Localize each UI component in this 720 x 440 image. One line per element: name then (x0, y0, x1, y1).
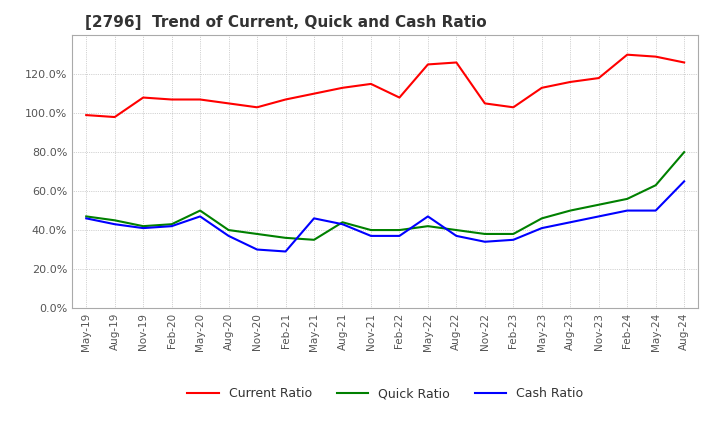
Current Ratio (366, 81, 375, 87)
Current Ratio (196, 97, 204, 102)
Current Ratio (282, 97, 290, 102)
Cash Ratio (196, 214, 204, 219)
Quick Ratio (537, 216, 546, 221)
Quick Ratio (82, 214, 91, 219)
Current Ratio (253, 105, 261, 110)
Cash Ratio (110, 222, 119, 227)
Current Ratio (680, 60, 688, 65)
Quick Ratio (480, 231, 489, 237)
Current Ratio (595, 75, 603, 81)
Cash Ratio (509, 237, 518, 242)
Cash Ratio (395, 233, 404, 238)
Cash Ratio (537, 225, 546, 231)
Cash Ratio (253, 247, 261, 252)
Line: Current Ratio: Current Ratio (86, 55, 684, 117)
Current Ratio (139, 95, 148, 100)
Quick Ratio (253, 231, 261, 237)
Line: Quick Ratio: Quick Ratio (86, 152, 684, 240)
Quick Ratio (395, 227, 404, 233)
Current Ratio (310, 91, 318, 96)
Quick Ratio (680, 150, 688, 155)
Current Ratio (537, 85, 546, 91)
Cash Ratio (139, 225, 148, 231)
Current Ratio (652, 54, 660, 59)
Quick Ratio (110, 218, 119, 223)
Cash Ratio (225, 233, 233, 238)
Cash Ratio (680, 179, 688, 184)
Quick Ratio (338, 220, 347, 225)
Cash Ratio (566, 220, 575, 225)
Current Ratio (509, 105, 518, 110)
Cash Ratio (423, 214, 432, 219)
Quick Ratio (566, 208, 575, 213)
Current Ratio (423, 62, 432, 67)
Current Ratio (623, 52, 631, 57)
Quick Ratio (595, 202, 603, 207)
Current Ratio (110, 114, 119, 120)
Cash Ratio (282, 249, 290, 254)
Cash Ratio (595, 214, 603, 219)
Quick Ratio (423, 224, 432, 229)
Quick Ratio (282, 235, 290, 241)
Quick Ratio (623, 196, 631, 202)
Cash Ratio (338, 222, 347, 227)
Quick Ratio (310, 237, 318, 242)
Cash Ratio (652, 208, 660, 213)
Quick Ratio (509, 231, 518, 237)
Current Ratio (82, 113, 91, 118)
Quick Ratio (652, 183, 660, 188)
Legend: Current Ratio, Quick Ratio, Cash Ratio: Current Ratio, Quick Ratio, Cash Ratio (182, 382, 588, 405)
Quick Ratio (196, 208, 204, 213)
Current Ratio (480, 101, 489, 106)
Current Ratio (395, 95, 404, 100)
Text: [2796]  Trend of Current, Quick and Cash Ratio: [2796] Trend of Current, Quick and Cash … (84, 15, 486, 30)
Current Ratio (167, 97, 176, 102)
Cash Ratio (167, 224, 176, 229)
Quick Ratio (452, 227, 461, 233)
Quick Ratio (139, 224, 148, 229)
Quick Ratio (225, 227, 233, 233)
Cash Ratio (452, 233, 461, 238)
Cash Ratio (366, 233, 375, 238)
Current Ratio (338, 85, 347, 91)
Cash Ratio (623, 208, 631, 213)
Quick Ratio (366, 227, 375, 233)
Current Ratio (225, 101, 233, 106)
Cash Ratio (480, 239, 489, 244)
Quick Ratio (167, 222, 176, 227)
Cash Ratio (310, 216, 318, 221)
Current Ratio (566, 79, 575, 84)
Cash Ratio (82, 216, 91, 221)
Current Ratio (452, 60, 461, 65)
Line: Cash Ratio: Cash Ratio (86, 181, 684, 252)
